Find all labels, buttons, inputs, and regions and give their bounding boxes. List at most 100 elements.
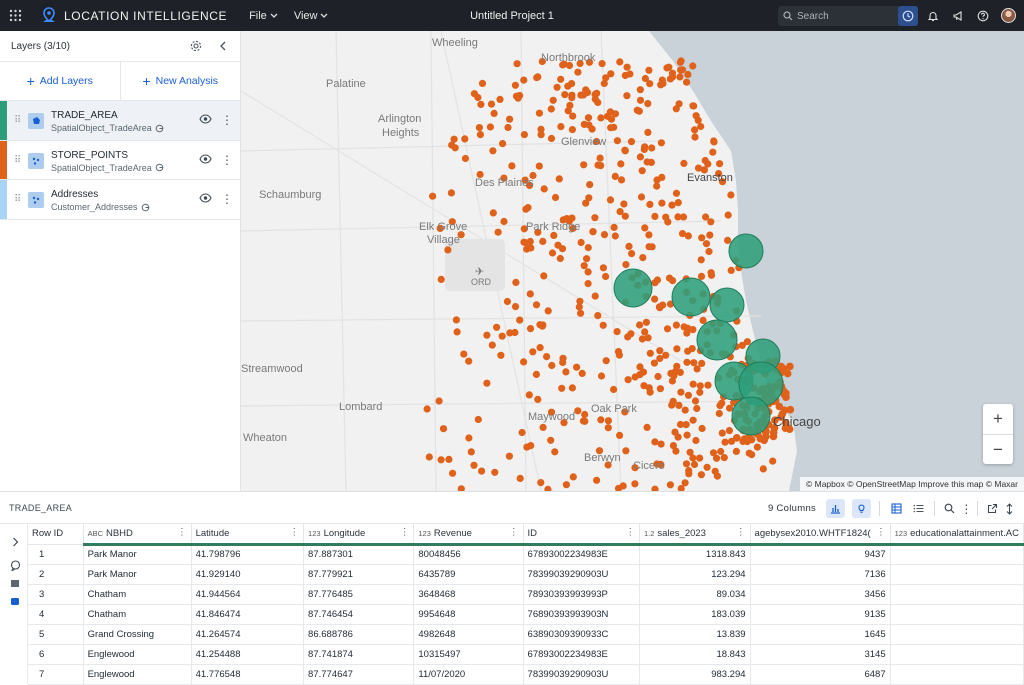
table-cell[interactable]: 4982648 [413, 624, 524, 645]
column-menu-icon[interactable]: ⋮ [289, 527, 300, 538]
column-menu-icon[interactable]: ⋮ [399, 527, 410, 538]
table-cell[interactable]: Englewood [83, 664, 192, 685]
column-header[interactable]: 123 Revenue ⋮ [413, 524, 524, 546]
insights-button[interactable] [852, 499, 871, 518]
table-cell[interactable]: 5 [28, 624, 84, 645]
history-button[interactable] [898, 5, 918, 26]
visibility-eye-icon[interactable] [199, 153, 212, 164]
table-cell[interactable]: 3 [28, 584, 84, 605]
announcements-button[interactable] [948, 6, 968, 26]
column-menu-icon[interactable]: ⋮ [876, 527, 886, 538]
table-cell[interactable]: 78930393993993P [523, 584, 640, 605]
table-cell[interactable]: 6435789 [413, 564, 524, 585]
table-cell[interactable]: 89.034 [639, 584, 751, 605]
table-cell[interactable]: 78399039290903U [523, 564, 640, 585]
table-cell[interactable]: 86.688786 [303, 624, 415, 645]
table-cell[interactable]: 6487 [750, 664, 891, 685]
project-title[interactable]: Untitled Project 1 [470, 9, 554, 22]
trade-area-circle[interactable] [709, 287, 745, 323]
layer-tag-active-icon[interactable] [9, 595, 21, 607]
table-cell[interactable]: 41.254488 [191, 644, 305, 665]
visibility-eye-icon[interactable] [199, 114, 212, 124]
column-header[interactable]: ABC NBHD ⋮ [83, 524, 192, 546]
column-menu-icon[interactable]: ⋮ [177, 527, 187, 538]
visibility-eye-icon[interactable] [199, 193, 212, 203]
column-header[interactable]: ID ⋮ [523, 524, 640, 546]
table-cell[interactable]: 41.798796 [191, 544, 305, 565]
open-external-button[interactable] [983, 499, 1002, 518]
trade-area-circle[interactable] [671, 277, 711, 317]
table-cell[interactable] [890, 644, 1024, 665]
layer-item-trade-area[interactable]: ⠿ TRADE_AREA SpatialObject_TradeArea ⋮ [0, 101, 240, 141]
table-cell[interactable]: 87.774647 [303, 664, 415, 685]
map-attribution[interactable]: © Mapbox © OpenStreetMap Improve this ma… [799, 477, 1024, 491]
table-cell[interactable]: 3456 [750, 584, 891, 605]
table-cell[interactable]: 41.846474 [191, 604, 305, 625]
help-button[interactable] [973, 6, 993, 26]
table-search-button[interactable] [940, 499, 959, 518]
columns-count[interactable]: 9 Columns [768, 503, 817, 514]
table-cell[interactable]: 87.779921 [303, 564, 415, 585]
new-analysis-button[interactable]: + New Analysis [119, 62, 241, 100]
column-header[interactable]: 123 Longitude ⋮ [303, 524, 415, 546]
table-row[interactable]: 5 Grand Crossing 41.264574 86.688786 4982648… [28, 624, 1024, 645]
table-cell[interactable]: 87.746454 [303, 604, 415, 625]
table-row[interactable]: 4 Chatham 41.846474 87.746454 9954648 7689039… [28, 604, 1024, 625]
table-cell[interactable]: 76890393993903N [523, 604, 640, 625]
table-cell[interactable]: Park Manor [83, 564, 192, 585]
table-cell[interactable]: 87.741874 [303, 644, 415, 665]
table-cell[interactable]: 7136 [750, 564, 891, 585]
table-row[interactable]: 1 Park Manor 41.798796 87.887301 80048456 678… [28, 544, 1024, 565]
table-cell[interactable]: 10315497 [413, 644, 524, 665]
layer-menu-icon[interactable]: ⋮ [221, 192, 233, 206]
table-row[interactable]: 7 Englewood 41.776548 87.774647 11/07/2020 78… [28, 664, 1024, 685]
table-cell[interactable]: Englewood [83, 644, 192, 665]
list-view-button[interactable] [909, 499, 928, 518]
table-cell[interactable]: 41.776548 [191, 664, 305, 685]
trade-area-circle[interactable] [731, 396, 771, 436]
table-cell[interactable]: 6 [28, 644, 84, 665]
table-cell[interactable]: 3648468 [413, 584, 524, 605]
column-header[interactable]: agebysex2010.WHTF1824(⋮ [750, 524, 891, 546]
table-cell[interactable]: 80048456 [413, 544, 524, 565]
column-header[interactable]: Latitude ⋮ [191, 524, 305, 546]
table-cell[interactable]: Park Manor [83, 544, 192, 565]
table-cell[interactable]: 1 [28, 544, 84, 565]
app-grid-icon[interactable] [0, 0, 31, 31]
table-cell[interactable]: 41.944564 [191, 584, 305, 605]
menu-view[interactable]: View [294, 10, 329, 22]
zoom-out-button[interactable]: − [983, 434, 1013, 464]
trade-area-circle[interactable] [728, 233, 764, 269]
layer-item-store-points[interactable]: ⠿ STORE_POINTS SpatialObject_TradeArea ⋮ [0, 140, 240, 180]
table-cell[interactable]: 7 [28, 664, 84, 685]
drag-handle-icon[interactable]: ⠿ [14, 115, 21, 126]
search-input[interactable] [797, 10, 897, 22]
table-cell[interactable] [890, 564, 1024, 585]
layer-menu-icon[interactable]: ⋮ [221, 152, 233, 167]
table-menu-button[interactable]: ⋮ [957, 499, 976, 518]
table-cell[interactable]: 123.294 [639, 564, 751, 585]
collapse-panel-icon[interactable] [219, 41, 227, 51]
table-cell[interactable]: 63890309390933C [523, 624, 640, 645]
table-cell[interactable]: Chatham [83, 584, 192, 605]
column-menu-icon[interactable]: ⋮ [509, 527, 519, 538]
table-cell[interactable]: 78399039290903U [523, 664, 640, 685]
table-row[interactable]: 6 Englewood 41.254488 87.741874 10315497 6789… [28, 644, 1024, 665]
table-cell[interactable]: 1318.843 [639, 544, 751, 565]
layer-item-addresses[interactable]: ⠿ Addresses Customer_Addresses ⋮ [0, 180, 240, 220]
map-canvas[interactable]: Wheeling Northbrook Palatine Arlington H… [241, 31, 1024, 491]
table-cell[interactable]: Grand Crossing [83, 624, 192, 645]
table-cell[interactable] [890, 584, 1024, 605]
column-header[interactable]: Row ID [28, 524, 84, 545]
menu-file[interactable]: File [249, 10, 278, 22]
table-cell[interactable]: 13.839 [639, 624, 751, 645]
gear-icon[interactable] [190, 40, 202, 52]
table-cell[interactable]: 9135 [750, 604, 891, 625]
table-cell[interactable]: 983.294 [639, 664, 751, 685]
table-cell[interactable]: 9954648 [413, 604, 524, 625]
table-cell[interactable] [890, 604, 1024, 625]
notifications-button[interactable] [923, 6, 943, 26]
layer-menu-icon[interactable]: ⋮ [221, 113, 233, 127]
table-cell[interactable]: 183.039 [639, 604, 751, 625]
table-cell[interactable]: 87.887301 [303, 544, 415, 565]
